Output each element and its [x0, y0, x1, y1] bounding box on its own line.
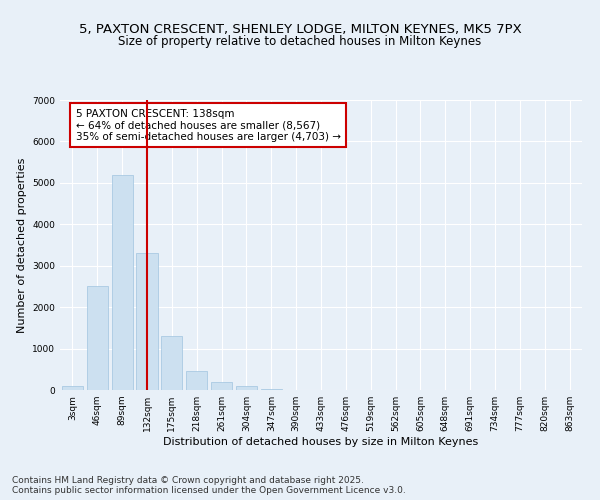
Bar — [211, 382, 232, 390]
Bar — [112, 174, 133, 390]
Bar — [62, 386, 83, 390]
Bar — [236, 386, 257, 390]
Bar — [87, 286, 108, 390]
X-axis label: Distribution of detached houses by size in Milton Keynes: Distribution of detached houses by size … — [163, 437, 479, 447]
Text: 5 PAXTON CRESCENT: 138sqm
← 64% of detached houses are smaller (8,567)
35% of se: 5 PAXTON CRESCENT: 138sqm ← 64% of detac… — [76, 108, 341, 142]
Text: Contains HM Land Registry data © Crown copyright and database right 2025.
Contai: Contains HM Land Registry data © Crown c… — [12, 476, 406, 495]
Bar — [261, 389, 282, 390]
Y-axis label: Number of detached properties: Number of detached properties — [17, 158, 26, 332]
Bar — [136, 254, 158, 390]
Bar — [161, 336, 182, 390]
Text: Size of property relative to detached houses in Milton Keynes: Size of property relative to detached ho… — [118, 35, 482, 48]
Text: 5, PAXTON CRESCENT, SHENLEY LODGE, MILTON KEYNES, MK5 7PX: 5, PAXTON CRESCENT, SHENLEY LODGE, MILTO… — [79, 22, 521, 36]
Bar — [186, 372, 207, 390]
